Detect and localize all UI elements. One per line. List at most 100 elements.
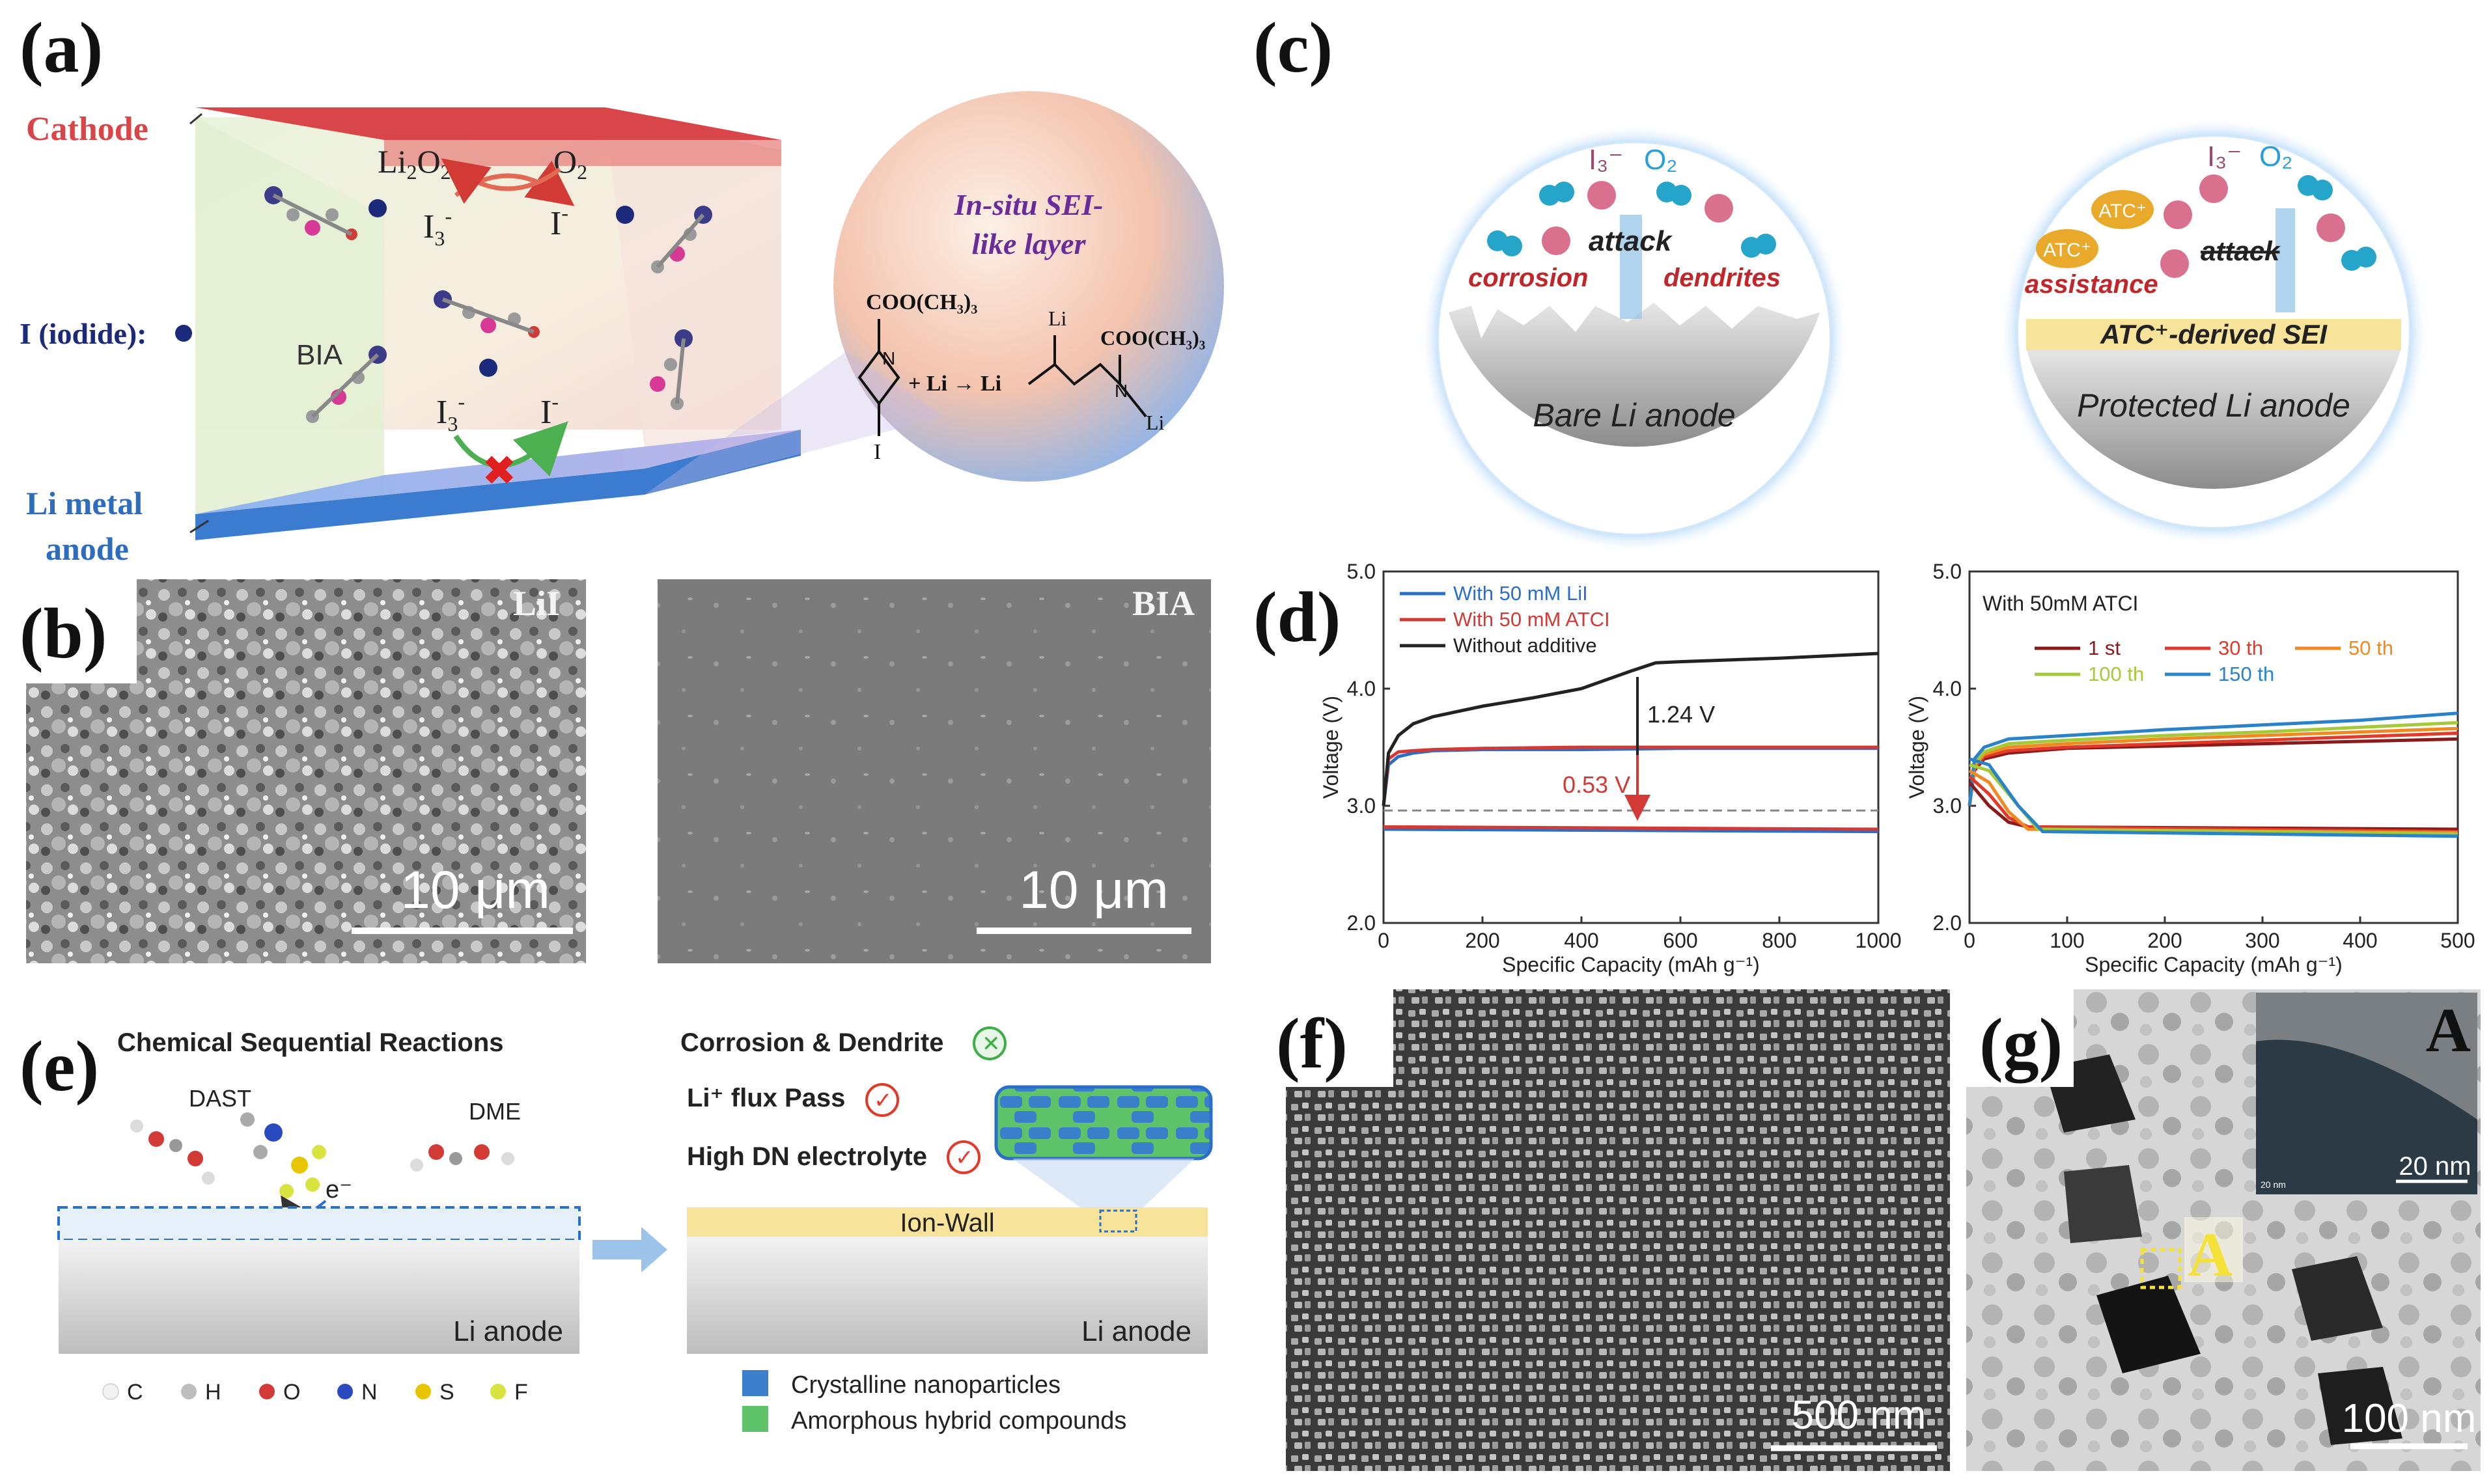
x-tick-label: 400 xyxy=(2343,929,2377,952)
series-line xyxy=(1968,711,2458,806)
chart-d-left: 0 200 400 600 800 1000 2.0 3.0 4.0 5.0 Specific Ca… xyxy=(1319,560,1902,976)
bia-label: BIA xyxy=(296,339,343,371)
legend-amorphous: Amorphous hybrid compounds xyxy=(791,1407,1126,1435)
sem-image-f xyxy=(1286,989,1950,1471)
electron-label: e⁻ xyxy=(326,1176,352,1203)
svg-text:ATC⁺: ATC⁺ xyxy=(2043,240,2091,261)
i-top-label: I- xyxy=(550,201,568,242)
panel-letter-a: (a) xyxy=(20,8,103,87)
chart-d-right: 0 100 200 300 400 500 2.0 3.0 4.0 5.0 Specific Cap… xyxy=(1905,560,2475,976)
ion-cluster xyxy=(1487,181,1776,258)
x-tick-label: 100 xyxy=(2050,929,2084,952)
region-marker xyxy=(2140,1248,2182,1289)
series-line xyxy=(1969,757,2458,838)
corrosion-label: Corrosion & Dendrite xyxy=(680,1028,943,1057)
svg-text:✓: ✓ xyxy=(955,1146,974,1170)
iodide-ion xyxy=(479,359,497,377)
iodide-ion xyxy=(616,206,634,224)
legend-swatch-crystalline xyxy=(742,1370,768,1396)
scale-text-right: 10 μm xyxy=(1019,860,1169,920)
chem-coo-right: COO(CH₃)₃ xyxy=(1100,326,1205,350)
blocked-arrow-right xyxy=(2275,208,2295,312)
atc-badge xyxy=(2091,190,2154,229)
anode-label-2: anode xyxy=(46,530,129,567)
y-tick-label: 5.0 xyxy=(1933,560,1962,583)
sei-sphere xyxy=(833,91,1224,482)
x-tick-label: 0 xyxy=(1378,929,1389,952)
high-dn-label: High DN electrolyte xyxy=(687,1142,927,1171)
x-tick-label: 400 xyxy=(1564,929,1598,952)
legend-label: 1 st xyxy=(2088,637,2121,659)
blocked-arrow xyxy=(453,421,568,477)
x-tick-label: 200 xyxy=(2147,929,2182,952)
scale-text-f: 500 nm xyxy=(1792,1393,1927,1438)
y-tick-label: 3.0 xyxy=(1933,794,1962,818)
annotation-0-53v: 0.53 V xyxy=(1563,771,1630,798)
li-anode-left xyxy=(59,1240,579,1354)
dast-label: DAST xyxy=(189,1085,251,1112)
legend-swatch-amorphous xyxy=(742,1406,768,1432)
chem-li-bottom: Li xyxy=(1146,411,1165,434)
flux-label: Li⁺ flux Pass xyxy=(687,1084,845,1112)
panel-d: (d) 0 200 400 600 800 10002.03.04.05.0Specifi… xyxy=(1253,560,2475,976)
panel-letter-d: (d) xyxy=(1253,577,1341,657)
y-tick-label: 2.0 xyxy=(1933,911,1962,935)
chem-plus-li: + Li → Li xyxy=(908,372,1001,396)
sei-title-2: like layer xyxy=(972,227,1087,260)
y-tick-label: 3.0 xyxy=(1347,794,1376,818)
bia-molecule xyxy=(306,346,387,423)
left-corrosion: corrosion xyxy=(1468,264,1588,292)
bia-molecule xyxy=(651,206,712,273)
x-axis-label: Specific Capacity (mAh g⁻¹) xyxy=(2085,953,2343,976)
annotation-1-24v: 1.24 V xyxy=(1647,701,1715,728)
inset-tiny-scale: 20 nm xyxy=(2261,1179,2286,1190)
dme-molecule xyxy=(130,1120,215,1185)
left-attack: attack xyxy=(1589,225,1673,257)
ion-wall-zoom xyxy=(994,1085,1213,1161)
protected-anode-surface xyxy=(2026,348,2401,489)
panel-letter-b: (b) xyxy=(20,594,107,673)
region-marker-label: A xyxy=(2188,1220,2233,1289)
y-tick-label: 4.0 xyxy=(1347,677,1376,700)
iodide-label: I (iodide): xyxy=(20,317,147,350)
y-tick-label: 5.0 xyxy=(1347,560,1376,583)
series-line xyxy=(1383,827,1879,834)
x-tick-label: 600 xyxy=(1663,929,1697,952)
atom-legend: C H O N S F xyxy=(102,1380,528,1405)
right-sei-label: ATC⁺-derived SEI xyxy=(2100,319,2328,350)
bia-molecule xyxy=(650,329,693,410)
panel-letter-e: (e) xyxy=(20,1026,99,1106)
legend-label: 100 th xyxy=(2088,663,2144,685)
anode-plate xyxy=(195,430,801,540)
sei-title-1: In-situ SEI- xyxy=(954,188,1104,221)
y-tick-label: 2.0 xyxy=(1347,911,1376,935)
cathode-label: Cathode xyxy=(26,111,148,148)
series-line xyxy=(1383,825,1879,831)
left-o2: O₂ xyxy=(1644,144,1677,176)
chem-li-top: Li xyxy=(1048,307,1067,330)
li-anode-right xyxy=(687,1237,1208,1354)
li-anode-left-label: Li anode xyxy=(453,1315,563,1347)
check-icon xyxy=(865,1083,899,1117)
svg-text:S: S xyxy=(439,1380,454,1405)
x-tick-label: 800 xyxy=(1762,929,1796,952)
svg-text:ATC⁺: ATC⁺ xyxy=(2098,200,2147,222)
chem-n-label: N xyxy=(882,348,895,368)
blocked-cross-icon: ✖ xyxy=(482,447,517,494)
svg-text:✕: ✕ xyxy=(982,1032,1001,1056)
azetidine-ring xyxy=(857,319,900,436)
li2o2-label: Li2O2 xyxy=(378,143,451,184)
reject-icon xyxy=(973,1026,1007,1060)
right-assistance: assistance xyxy=(2025,270,2158,299)
panel-letter-f: (f) xyxy=(1276,1004,1348,1083)
svg-text:F: F xyxy=(514,1380,528,1405)
y-axis-label: Voltage (V) xyxy=(1905,696,1928,799)
iodide-ion xyxy=(369,199,387,217)
li-anode-right-label: Li anode xyxy=(1081,1315,1191,1347)
panel-letter-c: (c) xyxy=(1253,8,1333,87)
legend-label: With 50 mM ATCI xyxy=(1453,608,1610,631)
x-tick-label: 300 xyxy=(2245,929,2279,952)
anode-label-1: Li metal xyxy=(26,485,143,521)
panel-b: (b) LiI 10 μm BIA 10 μm xyxy=(20,579,1211,963)
